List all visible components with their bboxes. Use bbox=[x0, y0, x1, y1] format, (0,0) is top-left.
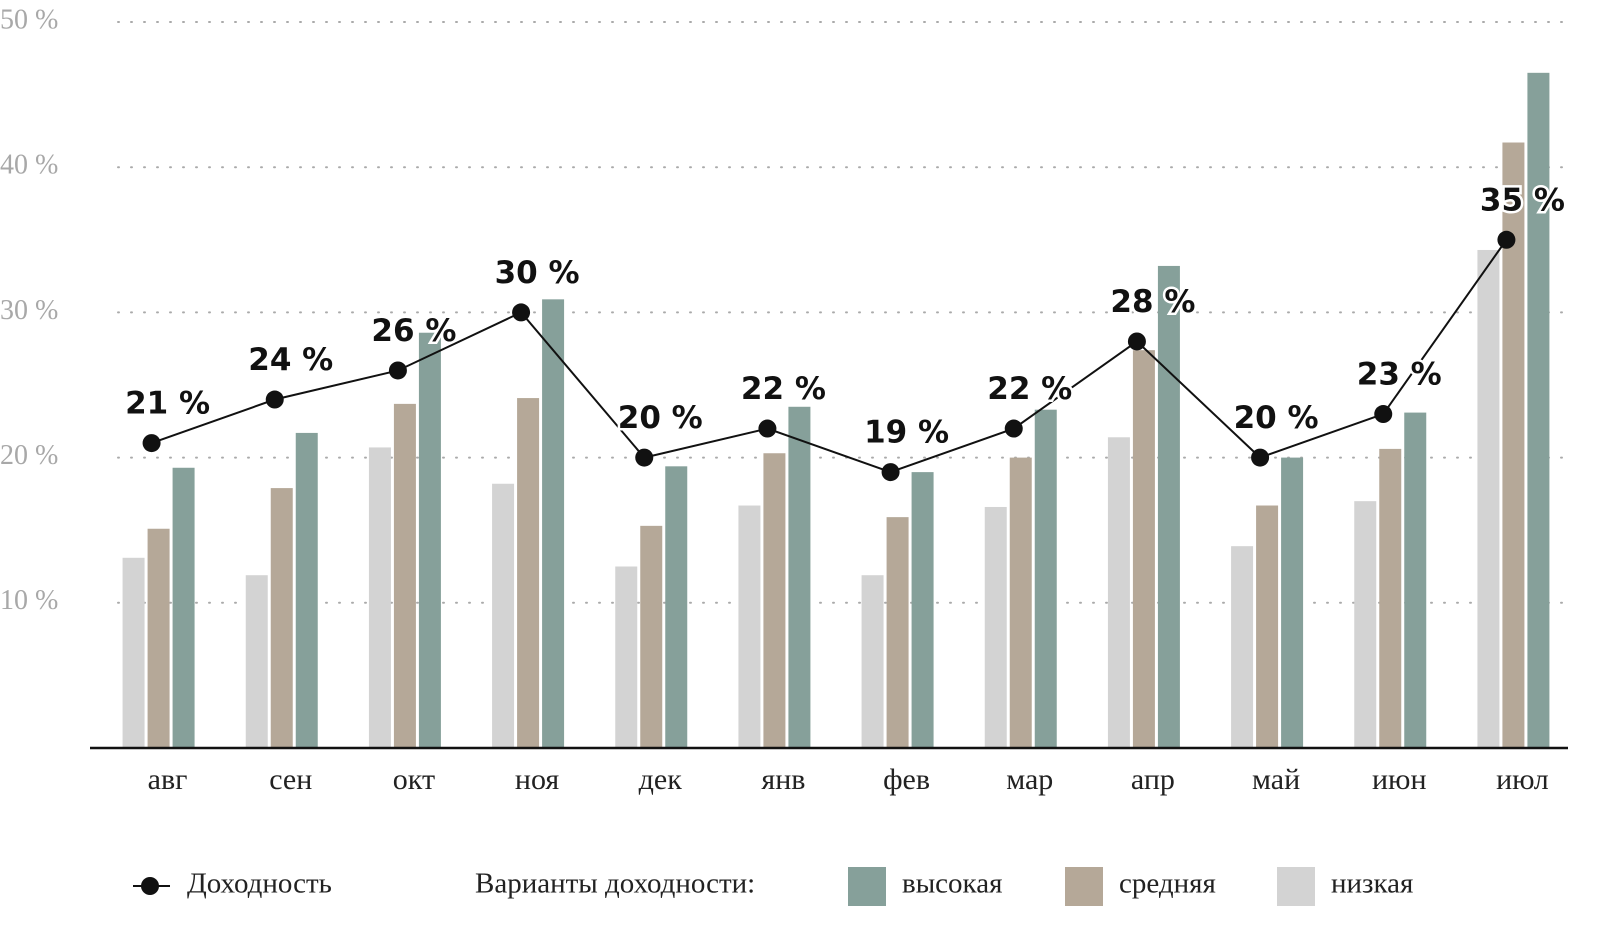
bar bbox=[418, 332, 441, 748]
x-tick-label: мар bbox=[1006, 763, 1053, 796]
bar bbox=[911, 472, 934, 748]
line-point bbox=[142, 434, 161, 453]
y-tick-label: 40 % bbox=[0, 150, 58, 181]
bar bbox=[984, 506, 1007, 748]
value-label: 19 % bbox=[864, 415, 949, 451]
line-point bbox=[265, 390, 284, 409]
bar bbox=[1354, 501, 1377, 748]
line-point bbox=[1374, 405, 1393, 424]
value-label: 26 % bbox=[371, 313, 456, 349]
value-label: 35 % bbox=[1480, 182, 1565, 218]
bar bbox=[738, 505, 761, 748]
bar bbox=[665, 466, 688, 748]
x-tick-label: окт bbox=[393, 763, 435, 796]
bar bbox=[172, 467, 195, 748]
legend-marker bbox=[141, 877, 159, 895]
bar bbox=[788, 406, 811, 748]
legend-swatch bbox=[1277, 867, 1315, 906]
bar bbox=[1009, 457, 1032, 748]
line-point bbox=[758, 419, 777, 438]
bar bbox=[1527, 72, 1550, 748]
bar bbox=[1404, 412, 1427, 748]
legend-swatch bbox=[1065, 867, 1103, 906]
line-point bbox=[635, 448, 654, 467]
bar bbox=[861, 575, 884, 748]
x-tick-label: янв bbox=[761, 763, 805, 796]
bar bbox=[517, 398, 540, 748]
bar bbox=[147, 528, 170, 748]
x-tick-label: апр bbox=[1131, 763, 1175, 796]
bar bbox=[393, 403, 416, 748]
line-point bbox=[388, 361, 407, 380]
value-label: 22 % bbox=[741, 371, 826, 407]
value-label: 20 % bbox=[618, 400, 703, 436]
x-tick-label: дек bbox=[639, 763, 683, 796]
value-label: 23 % bbox=[1357, 357, 1442, 393]
bar bbox=[886, 517, 909, 748]
x-tick-label: май bbox=[1252, 763, 1300, 796]
legend-label: Доходность bbox=[187, 868, 332, 900]
x-tick-label: ноя bbox=[515, 763, 559, 796]
y-tick-label: 10 % bbox=[0, 585, 58, 616]
legend-title: Варианты доходности: bbox=[475, 868, 755, 900]
y-tick-label: 50 % bbox=[0, 4, 58, 35]
line-point bbox=[1497, 230, 1516, 249]
bar bbox=[1034, 409, 1057, 748]
bar bbox=[763, 453, 786, 748]
x-tick-label: июл bbox=[1496, 763, 1549, 796]
legend-swatch bbox=[848, 867, 886, 906]
bar bbox=[245, 575, 268, 748]
x-tick-label: фев bbox=[883, 763, 930, 796]
value-label: 24 % bbox=[248, 342, 333, 378]
bar bbox=[1502, 142, 1525, 749]
x-tick-label: июн bbox=[1372, 763, 1427, 796]
bar bbox=[615, 566, 638, 748]
value-label: 28 % bbox=[1110, 284, 1195, 320]
line-point bbox=[512, 303, 531, 322]
bar bbox=[295, 432, 318, 748]
legend-label: низкая bbox=[1331, 868, 1413, 900]
bar bbox=[1379, 448, 1402, 748]
bar bbox=[640, 525, 663, 748]
legend-label: высокая bbox=[902, 868, 1002, 900]
line-point bbox=[881, 463, 900, 482]
value-label: 21 % bbox=[125, 386, 210, 422]
x-tick-label: сен bbox=[269, 763, 312, 796]
line-point bbox=[1127, 332, 1146, 351]
line-point bbox=[1004, 419, 1023, 438]
value-label: 22 % bbox=[987, 371, 1072, 407]
line bbox=[151, 239, 1508, 474]
bar bbox=[270, 488, 293, 748]
bar bbox=[368, 447, 391, 748]
bar bbox=[1477, 249, 1500, 749]
value-label: 20 % bbox=[1234, 400, 1319, 436]
bar bbox=[122, 557, 145, 748]
bar bbox=[1157, 265, 1180, 748]
bar bbox=[1281, 457, 1304, 748]
bar bbox=[542, 299, 565, 748]
bar bbox=[1132, 350, 1155, 748]
x-tick-label: авг bbox=[148, 763, 188, 796]
y-tick-label: 20 % bbox=[0, 440, 58, 471]
bar bbox=[1107, 437, 1130, 748]
bar bbox=[1231, 546, 1254, 748]
y-tick-label: 30 % bbox=[0, 295, 58, 326]
bar bbox=[1256, 505, 1279, 748]
legend-label: средняя bbox=[1119, 868, 1216, 900]
bar bbox=[492, 483, 515, 748]
line-point bbox=[1251, 448, 1270, 467]
value-label: 30 % bbox=[495, 255, 580, 291]
